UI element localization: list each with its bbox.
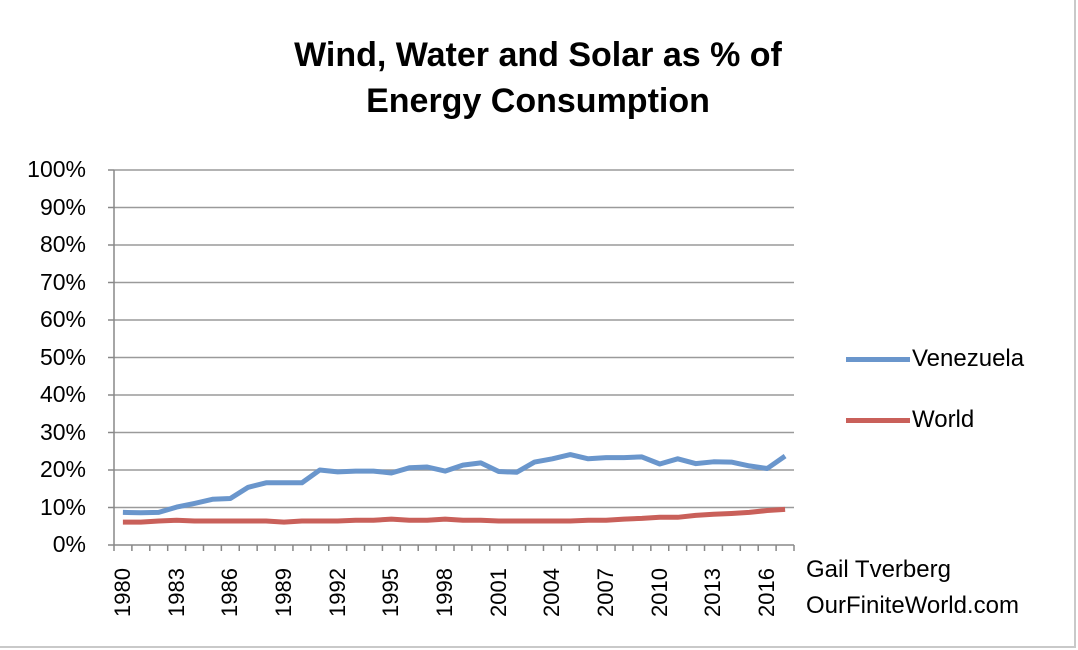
- axes: [108, 169, 795, 551]
- y-tick-label: 40%: [39, 381, 86, 407]
- x-tick-label: 1992: [324, 568, 350, 617]
- chart-title-line-2: Energy Consumption: [366, 82, 710, 120]
- y-tick-label: 60%: [39, 306, 86, 332]
- legend-label-world: World: [912, 406, 975, 433]
- x-tick-label: 2001: [485, 568, 511, 617]
- series-line-venezuela: [122, 452, 787, 516]
- y-tick-label: 10%: [39, 493, 86, 520]
- x-tick-label: 1995: [378, 568, 404, 617]
- y-tick-label: 100%: [27, 156, 86, 182]
- legend-swatch-world: [846, 418, 910, 423]
- y-tick-label: 80%: [39, 231, 86, 257]
- chart-title: Wind, Water and Solar as % of Energy Con…: [0, 32, 1076, 124]
- y-tick-label: 50%: [39, 343, 86, 370]
- series-lines: [122, 452, 787, 525]
- y-tick-label: 90%: [39, 193, 86, 220]
- credit-website: OurFiniteWorld.com: [806, 592, 1019, 619]
- y-tick-label: 0%: [52, 531, 86, 557]
- credit-author: Gail Tverberg: [806, 556, 951, 583]
- x-tick-label: 1989: [271, 568, 296, 617]
- x-tick-label: 1983: [163, 568, 189, 617]
- x-tick-label: 2016: [754, 568, 780, 617]
- x-tick-label: 2004: [539, 568, 565, 617]
- y-tick-label: 30%: [39, 418, 86, 445]
- x-tick-label: 2010: [646, 568, 672, 617]
- y-tick-label: 70%: [39, 268, 86, 295]
- x-tick-label: 1986: [217, 568, 243, 617]
- x-tick-label: 2007: [593, 568, 619, 617]
- x-tick-label: 2013: [700, 568, 726, 617]
- gridlines: [114, 169, 794, 509]
- series-line-world: [122, 506, 786, 525]
- x-tick-label: 1998: [432, 568, 458, 617]
- chart-title-line-1: Wind, Water and Solar as % of: [294, 36, 782, 74]
- x-tick-label: 1980: [109, 568, 135, 617]
- legend-label-venezuela: Venezuela: [912, 345, 1025, 372]
- legend-swatch-venezuela: [846, 357, 910, 362]
- y-tick-label: 20%: [39, 456, 86, 482]
